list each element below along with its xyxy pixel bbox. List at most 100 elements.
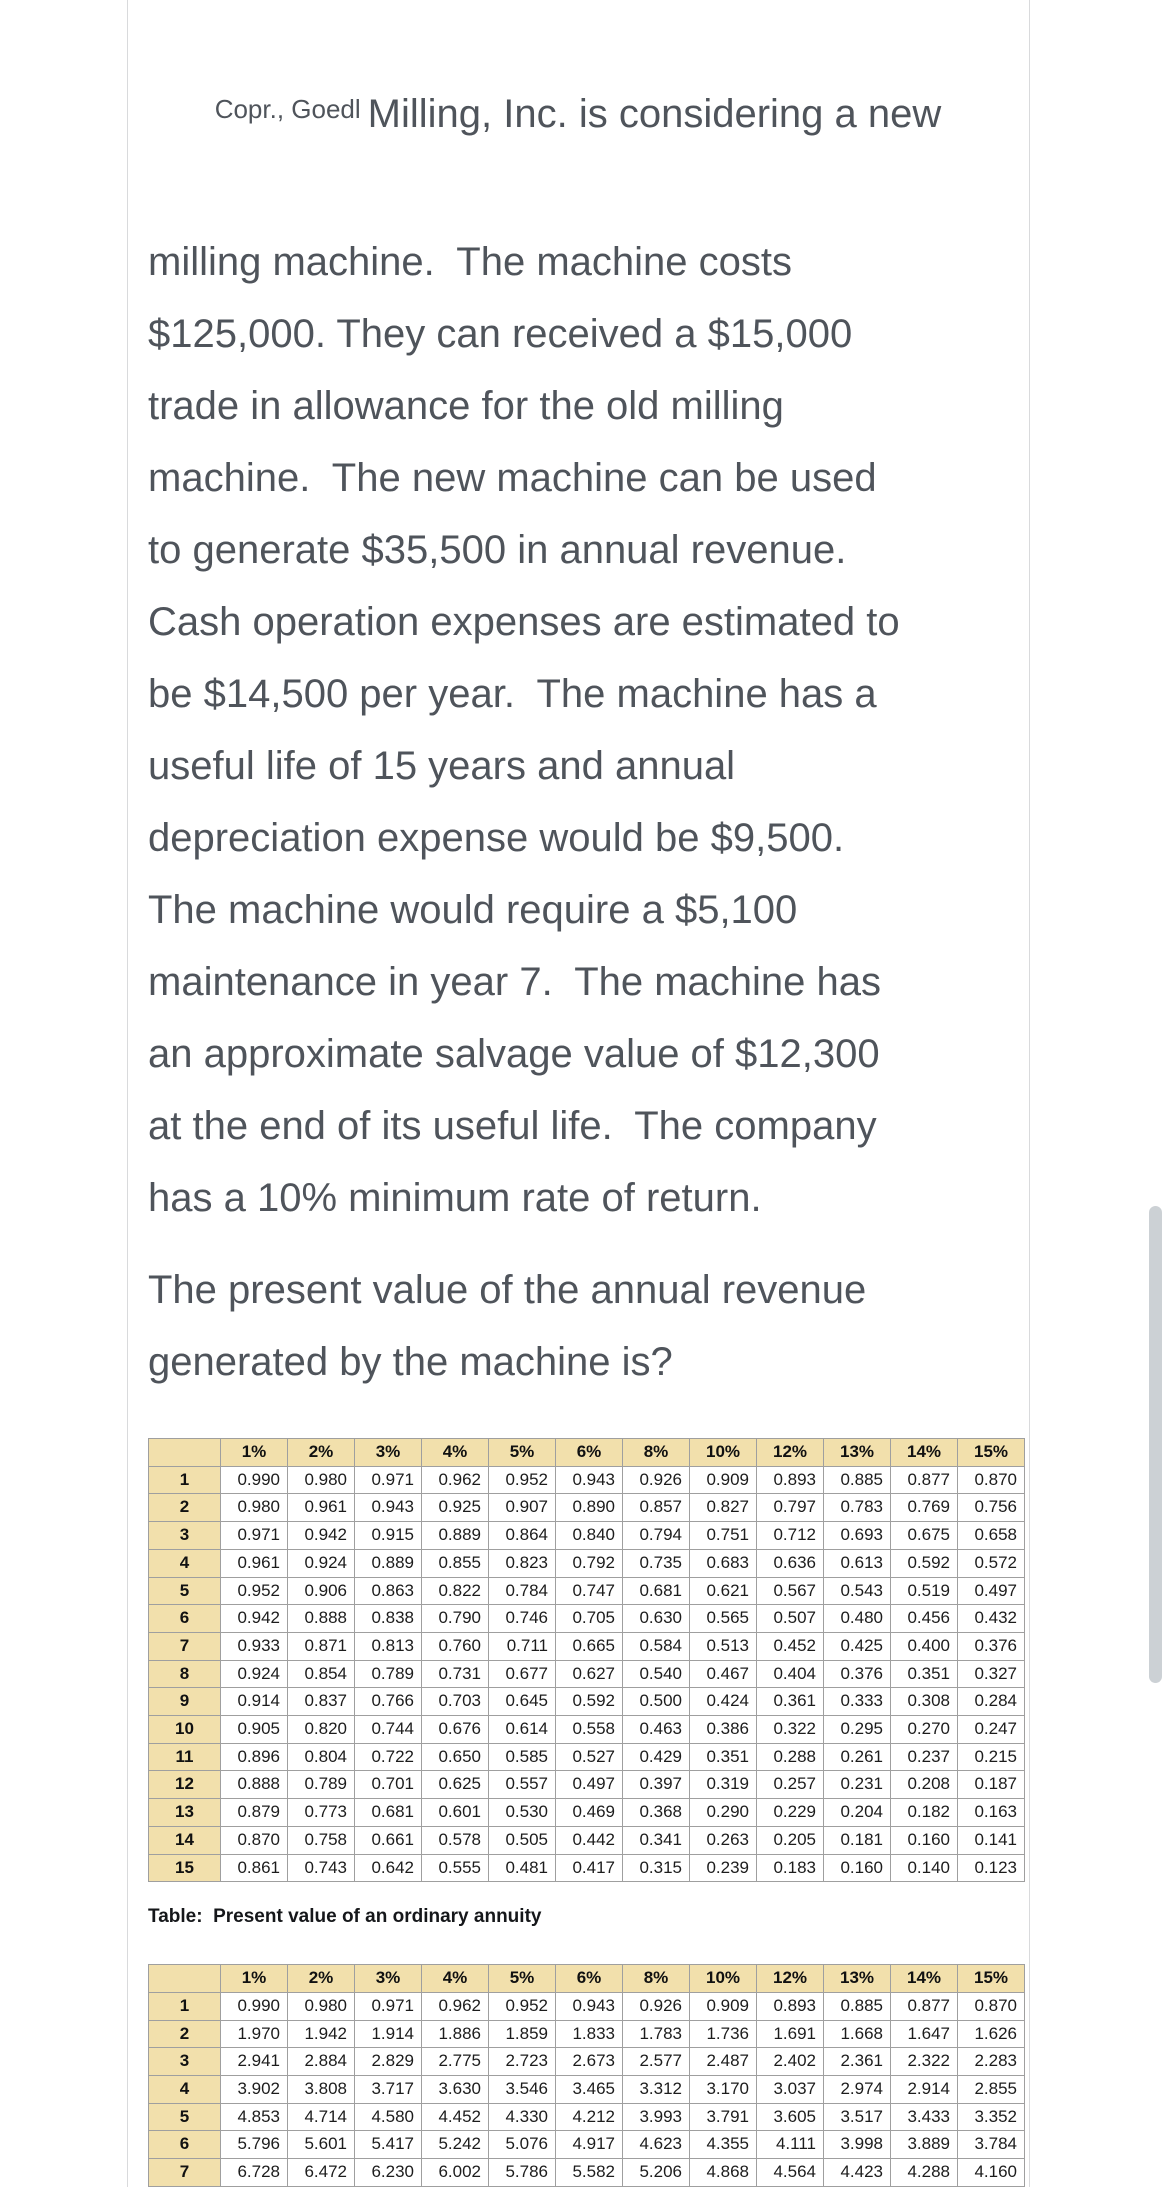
- factor-cell: 3.170: [689, 2075, 757, 2104]
- table-row: 6 5.796 5.601 5.417 5.242 5.076 4.917 4.623 4.35…: [148, 2130, 1025, 2160]
- table-row: 14 0.870 0.758 0.661 0.578 0.505 0.442 0.341 0.2…: [148, 1825, 1025, 1855]
- factor-cell: 0.284: [957, 1687, 1025, 1717]
- rate-column-header: 10%: [689, 1438, 757, 1467]
- factor-cell: 0.182: [890, 1798, 958, 1827]
- factor-cell: 0.766: [354, 1687, 422, 1717]
- rate-column-header: 15%: [957, 1438, 1025, 1467]
- factor-cell: 0.215: [957, 1742, 1025, 1772]
- factor-cell: 0.871: [287, 1631, 355, 1661]
- table-row: 8 0.924 0.854 0.789 0.731 0.677 0.627 0.540 0.46…: [148, 1659, 1025, 1689]
- factor-cell: 0.308: [890, 1687, 958, 1717]
- factor-cell: 0.231: [823, 1770, 891, 1800]
- factor-cell: 0.823: [488, 1548, 556, 1578]
- factor-cell: 2.577: [622, 2047, 690, 2077]
- rate-column-header: 2%: [287, 1438, 355, 1467]
- factor-cell: 0.915: [354, 1521, 422, 1550]
- factor-cell: 0.943: [555, 1465, 623, 1495]
- period-row-header: 8: [148, 1659, 221, 1689]
- factor-cell: 0.971: [354, 1991, 422, 2021]
- period-row-header: 4: [148, 1548, 221, 1578]
- factor-cell: 4.212: [555, 2102, 623, 2132]
- factor-cell: 0.333: [823, 1687, 891, 1717]
- paragraph-line: Cash operation expenses are estimated to: [148, 600, 900, 644]
- factor-cell: 2.322: [890, 2047, 958, 2077]
- factor-cell: 0.160: [890, 1825, 958, 1855]
- factor-cell: 0.854: [287, 1659, 355, 1689]
- table-row: 2 1.970 1.942 1.914 1.886 1.859 1.833 1.783 1.73…: [148, 2019, 1025, 2049]
- rate-column-header: 13%: [823, 1438, 891, 1467]
- paragraph-line: trade in allowance for the old milling: [148, 384, 784, 428]
- table-row: 9 0.914 0.837 0.766 0.703 0.645 0.592 0.500 0.42…: [148, 1687, 1025, 1717]
- factor-cell: 0.376: [823, 1659, 891, 1689]
- table-row: 10 0.905 0.820 0.744 0.676 0.614 0.558 0.463 0.3…: [148, 1715, 1025, 1744]
- factor-cell: 0.327: [957, 1659, 1025, 1689]
- factor-cell: 0.971: [354, 1465, 422, 1495]
- factor-cell: 0.630: [622, 1604, 690, 1633]
- factor-cell: 2.829: [354, 2047, 422, 2077]
- factor-cell: 4.853: [220, 2102, 288, 2132]
- factor-cell: 3.808: [287, 2075, 355, 2104]
- rate-column-header: 13%: [823, 1964, 891, 1993]
- factor-cell: 0.925: [421, 1493, 489, 1523]
- factor-cell: 0.463: [622, 1715, 690, 1744]
- factor-cell: 4.423: [823, 2158, 891, 2187]
- paragraph-line-text: Milling, Inc. is considering a new: [367, 92, 942, 136]
- factor-cell: 0.208: [890, 1770, 958, 1800]
- factor-cell: 0.322: [756, 1715, 824, 1744]
- factor-cell: 0.658: [957, 1521, 1025, 1550]
- factor-cell: 0.789: [287, 1770, 355, 1800]
- factor-cell: 0.952: [220, 1576, 288, 1606]
- factor-cell: 0.592: [555, 1687, 623, 1717]
- paragraph-line: depreciation expense would be $9,500.: [148, 816, 845, 860]
- factor-cell: 0.636: [756, 1548, 824, 1578]
- rate-column-header: 8%: [622, 1964, 690, 1993]
- factor-cell: 1.691: [756, 2019, 824, 2049]
- factor-cell: 0.540: [622, 1659, 690, 1689]
- factor-cell: 3.717: [354, 2075, 422, 2104]
- factor-cell: 0.376: [957, 1631, 1025, 1661]
- period-row-header: 3: [148, 1521, 221, 1550]
- factor-cell: 0.404: [756, 1659, 824, 1689]
- factor-cell: 0.783: [823, 1493, 891, 1523]
- factor-cell: 3.517: [823, 2102, 891, 2132]
- factor-cell: 0.838: [354, 1604, 422, 1633]
- factor-cell: 0.480: [823, 1604, 891, 1633]
- question-line: generated by the machine is?: [148, 1340, 673, 1384]
- factor-cell: 0.270: [890, 1715, 958, 1744]
- factor-cell: 2.855: [957, 2075, 1025, 2104]
- table-header-row: 1% 2% 3% 4% 5% 6% 8% 10% 12% 13% 14% 15%: [148, 1438, 1025, 1467]
- factor-cell: 4.330: [488, 2102, 556, 2132]
- factor-cell: 0.744: [354, 1715, 422, 1744]
- factor-cell: 0.743: [287, 1853, 355, 1883]
- factor-cell: 0.952: [488, 1991, 556, 2021]
- rate-column-header: 6%: [555, 1964, 623, 1993]
- factor-cell: 4.868: [689, 2158, 757, 2187]
- factor-cell: 0.677: [488, 1659, 556, 1689]
- factor-cell: 0.261: [823, 1742, 891, 1772]
- factor-cell: 0.879: [220, 1798, 288, 1827]
- factor-cell: 2.723: [488, 2047, 556, 2077]
- rate-column-header: 12%: [756, 1438, 824, 1467]
- factor-cell: 0.789: [354, 1659, 422, 1689]
- table-row: 1 0.990 0.980 0.971 0.962 0.952 0.943 0.926 0.90…: [148, 1991, 1025, 2021]
- factor-cell: 0.840: [555, 1521, 623, 1550]
- factor-cell: 3.352: [957, 2102, 1025, 2132]
- factor-cell: 0.497: [957, 1576, 1025, 1606]
- factor-cell: 0.565: [689, 1604, 757, 1633]
- factor-cell: 0.885: [823, 1465, 891, 1495]
- factor-cell: 0.601: [421, 1798, 489, 1827]
- factor-cell: 5.076: [488, 2130, 556, 2160]
- factor-cell: 0.693: [823, 1521, 891, 1550]
- question-description: Copr., Goedl Milling, Inc. is considering…: [148, 6, 1029, 1234]
- factor-cell: 0.140: [890, 1853, 958, 1883]
- table-row: 3 2.941 2.884 2.829 2.775 2.723 2.673 2.577 2.48…: [148, 2047, 1025, 2077]
- factor-cell: 0.942: [287, 1521, 355, 1550]
- copyright-watermark: Copr., Goedl: [214, 94, 361, 124]
- question-prompt: The present value of the annual revenue g…: [148, 1254, 1029, 1398]
- rate-column-header: 6%: [555, 1438, 623, 1467]
- scrollbar-thumb[interactable]: [1149, 1206, 1162, 1683]
- factor-cell: 0.497: [555, 1770, 623, 1800]
- factor-cell: 2.775: [421, 2047, 489, 2077]
- rate-column-header: 3%: [354, 1964, 422, 1993]
- factor-cell: 3.433: [890, 2102, 958, 2132]
